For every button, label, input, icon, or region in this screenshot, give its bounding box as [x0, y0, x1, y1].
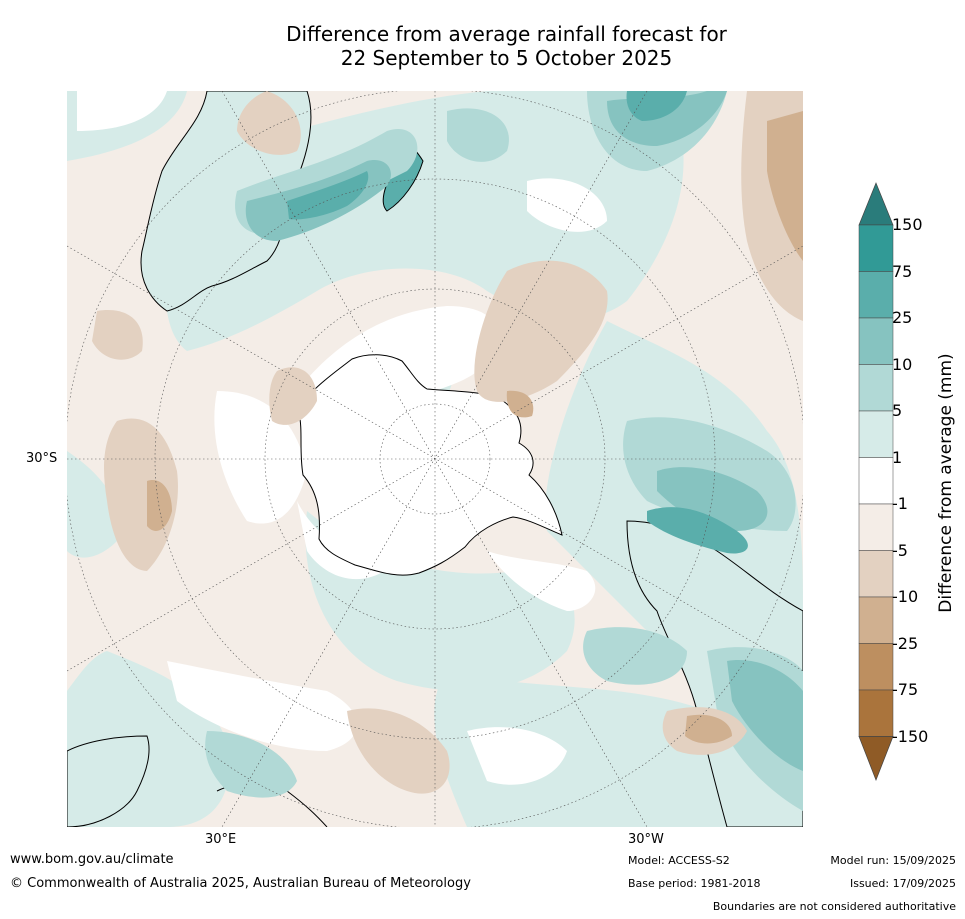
colorbar-bin-75-150	[858, 224, 894, 272]
southern-africa	[67, 735, 150, 827]
title-line-2: 22 September to 5 October 2025	[340, 46, 673, 70]
colorbar-label: 150	[892, 215, 923, 234]
very-wet-anomaly	[287, 91, 748, 554]
footer-base-period: Base period: 1981-2018	[628, 877, 761, 890]
title-line-1: Difference from average rainfall forecas…	[286, 22, 727, 46]
colorbar-bin-5-10	[858, 364, 894, 412]
colorbar-label: -75	[892, 680, 919, 699]
colorbar-title: Difference from average (mm)	[936, 353, 956, 613]
colorbar-over-arrow	[858, 182, 894, 226]
colorbar-under-arrow	[858, 736, 894, 781]
colorbar-label: 10	[892, 354, 913, 374]
chart-title: Difference from average rainfall forecas…	[0, 22, 965, 70]
colorbar-bin-m1-m5	[858, 503, 894, 551]
colorbar-bin-10-25	[858, 317, 894, 365]
longitude-label-30w: 30°W	[628, 832, 664, 847]
colorbar-label: 1	[892, 447, 903, 467]
colorbar-label: 75	[892, 261, 913, 281]
colorbar-label: -150	[892, 726, 929, 746]
footer-model: Model: ACCESS-S2	[628, 854, 730, 867]
colorbar-label: 25	[892, 308, 913, 327]
latitude-label-30s: 30°S	[26, 451, 58, 466]
colorbar-bin-neutral	[858, 457, 894, 505]
colorbar-bin-25-75	[858, 271, 894, 319]
footer-issued: Issued: 17/09/2025	[849, 877, 956, 890]
antarctica	[298, 354, 563, 576]
colorbar-label: -5	[892, 540, 908, 560]
footer-disclaimer: Boundaries are not considered authoritat…	[712, 900, 956, 913]
moderate-dry-anomaly	[147, 111, 803, 744]
footer-model-run: Model run: 15/09/2025	[830, 854, 956, 867]
colorbar-bin-m10-m25	[858, 596, 894, 644]
colorbar-label: -25	[892, 633, 919, 653]
graticule	[67, 91, 803, 827]
colorbar-label: -1	[892, 494, 908, 513]
colorbar-bin-1-5	[858, 410, 894, 458]
colorbar-label: -10	[892, 587, 919, 606]
rainfall-anomaly-map	[67, 91, 803, 827]
colorbar-bin-m75-m150	[858, 689, 894, 737]
longitude-label-30e: 30°E	[205, 832, 237, 847]
footer-copyright: © Commonwealth of Australia 2025, Austra…	[10, 876, 471, 891]
colorbar-bin-m5-m10	[858, 550, 894, 598]
colorbar	[858, 182, 894, 781]
colorbar-bin-m25-m75	[858, 643, 894, 691]
colorbar-label: 5	[892, 401, 903, 420]
footer-website[interactable]: www.bom.gov.au/climate	[10, 852, 174, 867]
